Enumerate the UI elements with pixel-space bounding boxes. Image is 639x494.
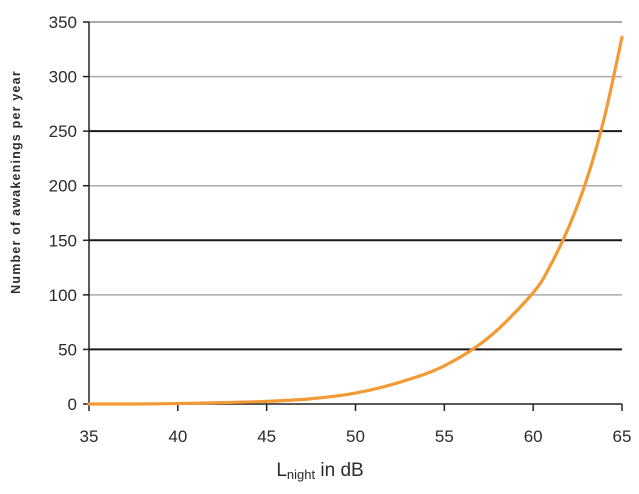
y-axis-ticks: 0 50 100 150 200 250 300 350 [49, 13, 89, 414]
y-tick-label-200: 200 [49, 177, 77, 196]
x-tick-label-45: 45 [257, 427, 276, 446]
x-tick-label-60: 60 [524, 427, 543, 446]
y-tick-label-0: 0 [68, 395, 77, 414]
x-tick-label-65: 65 [613, 427, 632, 446]
x-axis-label: Lnight in dB [276, 460, 363, 482]
y-tick-label-350: 350 [49, 13, 77, 32]
y-axis-label: Number of awakenings per year [9, 70, 23, 294]
x-tick-label-35: 35 [80, 427, 99, 446]
x-tick-label-50: 50 [346, 427, 365, 446]
y-tick-label-50: 50 [58, 340, 77, 359]
y-tick-label-250: 250 [49, 122, 77, 141]
y-tick-label-300: 300 [49, 68, 77, 87]
x-axis-label-subscript: night [287, 467, 316, 482]
x-axis-label-main: L [276, 460, 287, 481]
awakenings-curve [87, 35, 624, 406]
x-axis-label-suffix: in dB [315, 460, 364, 481]
x-tick-label-40: 40 [168, 427, 187, 446]
y-tick-label-100: 100 [49, 286, 77, 305]
gridlines [89, 21, 622, 351]
x-tick-label-55: 55 [435, 427, 454, 446]
axes [88, 22, 622, 405]
y-tick-label-150: 150 [49, 231, 77, 250]
x-axis-ticks: 35 40 45 50 55 60 65 [80, 404, 632, 446]
